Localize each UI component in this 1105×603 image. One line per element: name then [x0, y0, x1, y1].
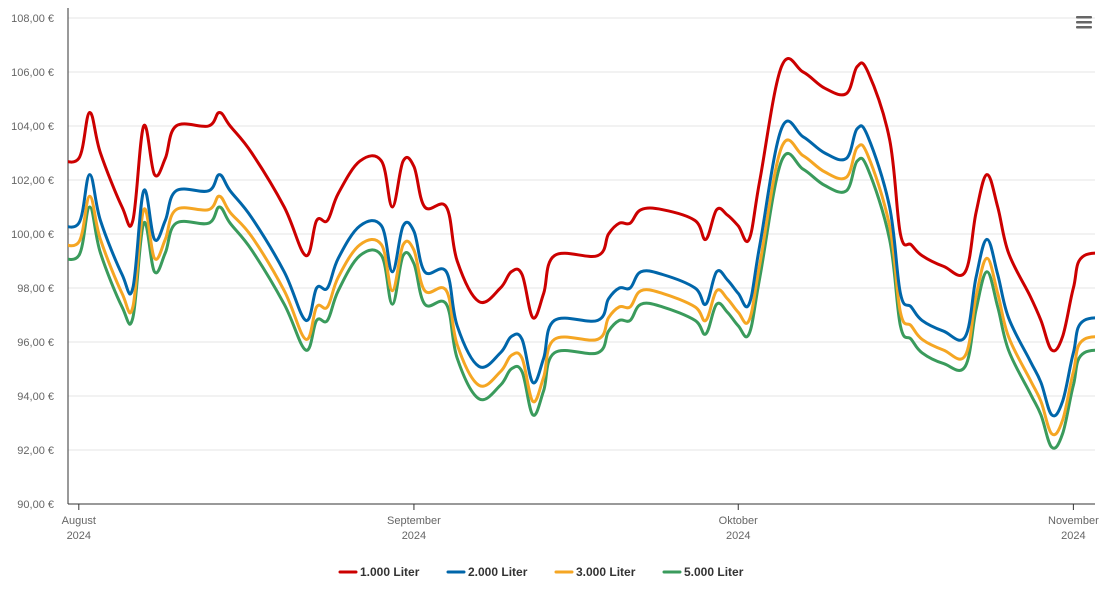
x-tick-label: Oktober	[719, 515, 758, 527]
legend-item-3[interactable]: 3.000 Liter	[554, 565, 636, 579]
y-tick-label: 100,00 €	[11, 229, 54, 241]
x-axis: August 2024 September 2024 Oktober 2024 Novemb…	[62, 503, 1099, 542]
hamburger-menu-icon	[1076, 16, 1092, 29]
x-tick-label: August	[62, 515, 96, 527]
chart-menu-button[interactable]	[1075, 14, 1093, 30]
series-line-3	[68, 138, 1095, 437]
x-tick-year-label: 2024	[67, 530, 91, 542]
legend: 1.000 Liter 2.000 Liter 3.000 Liter 5.000 L…	[338, 565, 744, 579]
legend-label: 5.000 Liter	[684, 565, 744, 579]
y-tick-label: 108,00 €	[11, 13, 54, 25]
series-line-1	[68, 57, 1095, 353]
y-tick-label: 94,00 €	[17, 391, 54, 403]
x-tick-year-label: 2024	[402, 530, 426, 542]
legend-label: 1.000 Liter	[360, 565, 420, 579]
x-tick-year-label: 2024	[1061, 530, 1085, 542]
y-axis: 90,00 € 92,00 € 94,00 € 96,00 € 98,00 € 100,0…	[11, 8, 69, 511]
legend-item-4[interactable]: 5.000 Liter	[662, 565, 744, 579]
y-tick-label: 92,00 €	[17, 445, 54, 457]
grid-lines	[68, 17, 1095, 451]
y-tick-label: 106,00 €	[11, 67, 54, 79]
x-tick-year-label: 2024	[726, 530, 750, 542]
x-tick-label: September	[387, 515, 441, 527]
series-line-4	[68, 152, 1095, 450]
legend-label: 3.000 Liter	[576, 565, 636, 579]
legend-item-1[interactable]: 1.000 Liter	[338, 565, 420, 579]
series-line-2	[68, 119, 1095, 418]
legend-label: 2.000 Liter	[468, 565, 528, 579]
y-tick-label: 102,00 €	[11, 175, 54, 187]
legend-item-2[interactable]: 2.000 Liter	[446, 565, 528, 579]
y-tick-label: 90,00 €	[17, 499, 54, 511]
y-tick-label: 96,00 €	[17, 337, 54, 349]
y-tick-label: 104,00 €	[11, 121, 54, 133]
x-tick-label: November	[1048, 515, 1099, 527]
series-group	[68, 57, 1095, 450]
y-tick-label: 98,00 €	[17, 283, 54, 295]
